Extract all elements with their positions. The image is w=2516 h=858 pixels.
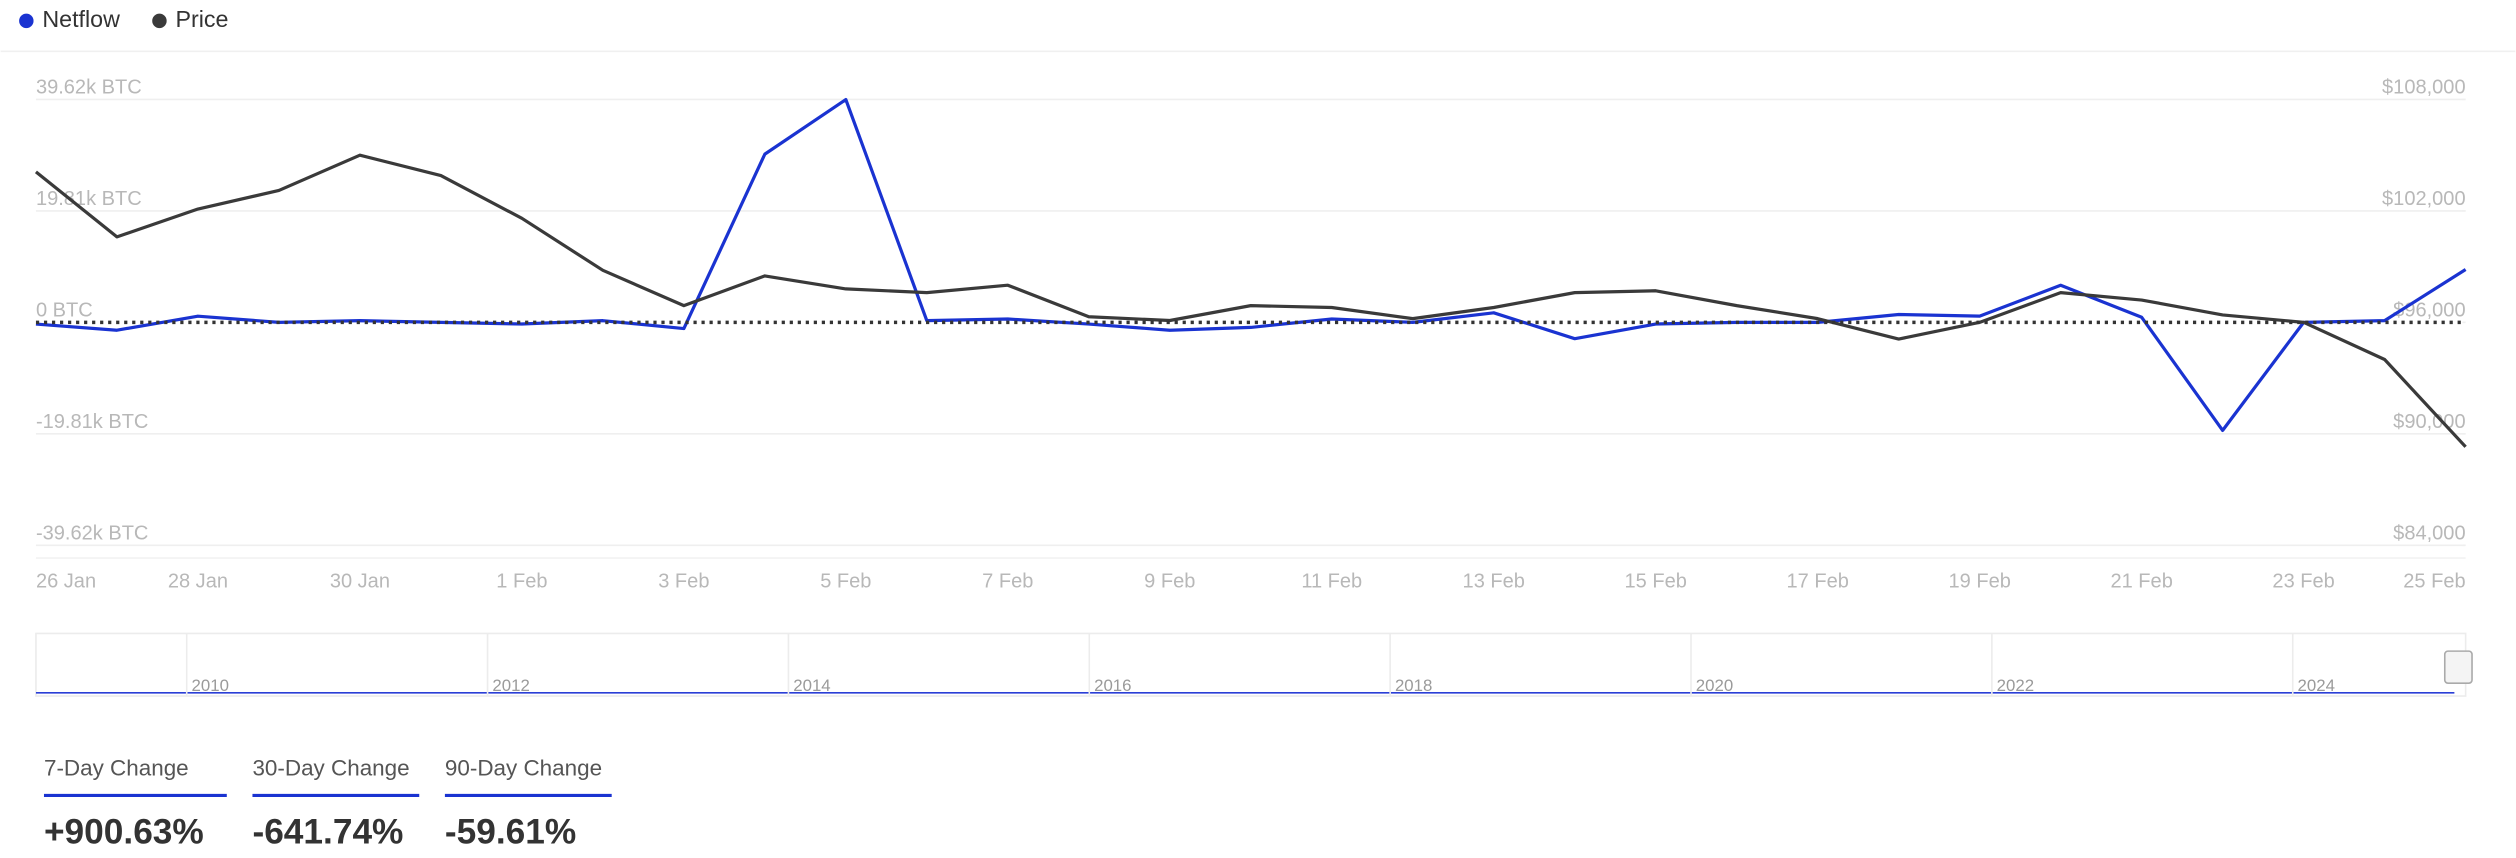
navigator-handle[interactable] [2443,650,2473,684]
y2-tick-label: $84,000 [2393,522,2465,544]
navigator-year: 2016 [1094,676,1131,695]
y-tick-label: -39.62k BTC [36,522,148,544]
legend-marker[interactable] [19,13,34,29]
legend-label[interactable]: Price [175,6,228,32]
y-tick-label: -19.81k BTC [36,411,148,433]
x-tick-label: 3 Feb [658,570,709,592]
x-tick-label: 15 Feb [1625,570,1687,592]
navigator-year: 2010 [192,676,229,695]
stat-label[interactable]: 90-Day Change [445,756,602,781]
x-tick-label: 13 Feb [1463,570,1525,592]
series-line [35,97,2467,432]
stat-value: -59.61% [445,812,576,851]
navigator [35,632,2467,697]
legend-label[interactable]: Netflow [42,6,120,32]
y2-tick-label: $96,000 [2393,299,2465,321]
y-tick-label: 39.62k BTC [36,77,142,99]
x-tick-label: 25 Feb [2403,570,2465,592]
navigator-year: 2018 [1395,676,1432,695]
x-tick-label: 7 Feb [982,570,1033,592]
x-tick-label: 19 Feb [1948,570,2010,592]
x-tick-label: 26 Jan [36,570,96,592]
x-tick-label: 23 Feb [2272,570,2334,592]
stat-value: +900.63% [44,812,204,851]
navigator-year: 2014 [793,676,830,695]
y-tick-label: 0 BTC [36,299,93,321]
x-tick-label: 21 Feb [2110,570,2172,592]
navigator-year: 2020 [1696,676,1733,695]
stat-value: -641.74% [252,812,403,851]
navigator-year: 2024 [2298,676,2335,695]
y2-tick-label: $108,000 [2382,77,2466,99]
series-line [34,153,2467,448]
stat-label[interactable]: 30-Day Change [252,756,409,781]
x-tick-label: 5 Feb [820,570,871,592]
x-tick-label: 17 Feb [1787,570,1849,592]
x-tick-label: 30 Jan [330,570,390,592]
y2-tick-label: $90,000 [2393,411,2465,433]
y2-tick-label: $102,000 [2382,188,2466,210]
y-tick-label: 19.81k BTC [36,188,142,210]
x-tick-label: 28 Jan [168,570,228,592]
x-tick-label: 9 Feb [1144,570,1195,592]
navigator-year: 2012 [492,676,529,695]
navigator-year: 2022 [1997,676,2034,695]
stat-label[interactable]: 7-Day Change [44,756,189,781]
x-tick-label: 11 Feb [1301,570,1362,592]
x-tick-label: 1 Feb [496,570,547,592]
legend-marker[interactable] [152,13,167,29]
